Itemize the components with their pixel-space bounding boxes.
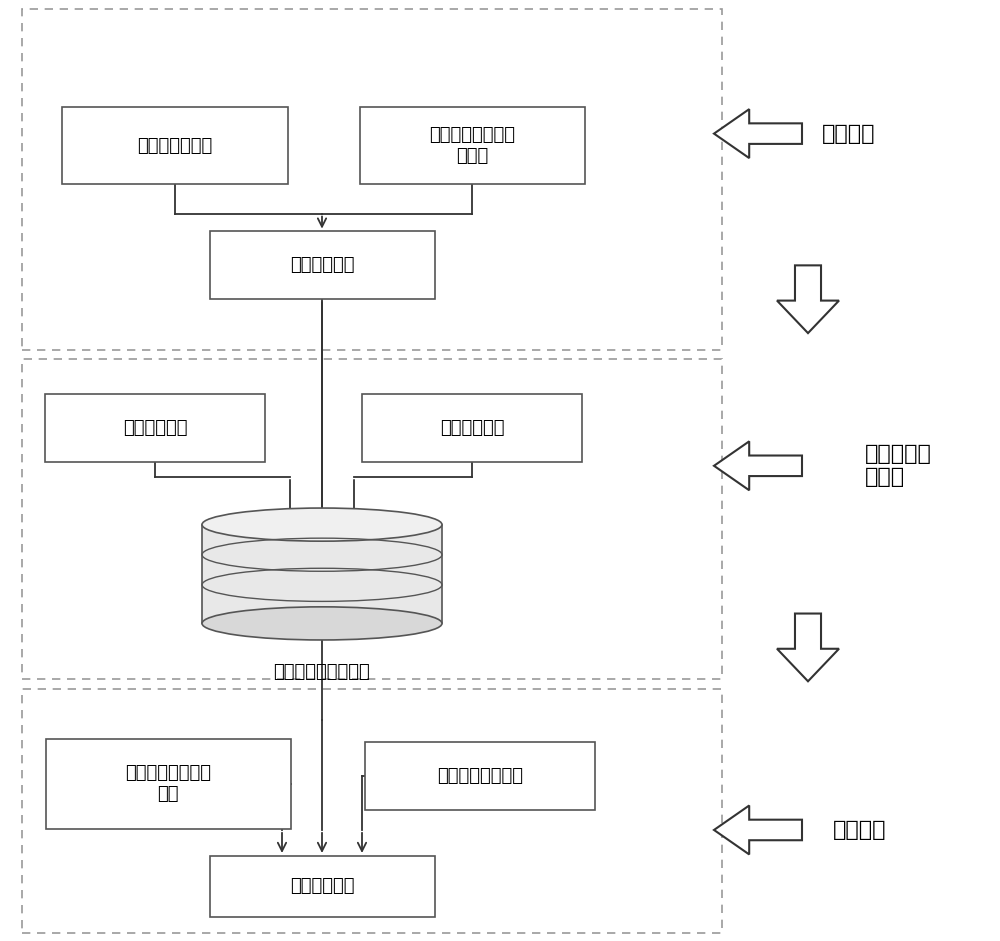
Text: 历史行程数据: 历史行程数据 <box>440 419 504 438</box>
FancyBboxPatch shape <box>210 856 434 917</box>
Text: 诱导路径生成: 诱导路径生成 <box>290 877 354 896</box>
Text: 路网抽象优化: 路网抽象优化 <box>290 256 354 275</box>
FancyBboxPatch shape <box>46 740 290 828</box>
Polygon shape <box>714 805 802 854</box>
Text: 动态行程时间预测表: 动态行程时间预测表 <box>274 662 370 681</box>
Polygon shape <box>714 441 802 490</box>
Ellipse shape <box>202 607 442 640</box>
FancyBboxPatch shape <box>202 525 442 623</box>
Text: 动态行程时
间预测: 动态行程时 间预测 <box>865 444 932 487</box>
Text: 最短路径搜索算法: 最短路径搜索算法 <box>437 767 523 786</box>
FancyBboxPatch shape <box>362 394 582 462</box>
FancyBboxPatch shape <box>365 742 595 810</box>
Ellipse shape <box>202 508 442 541</box>
Text: 交通诱导: 交通诱导 <box>833 820 887 840</box>
FancyBboxPatch shape <box>210 231 434 299</box>
Polygon shape <box>777 614 839 681</box>
FancyBboxPatch shape <box>62 107 288 184</box>
Text: 交叉口转向限制: 交叉口转向限制 <box>137 136 213 155</box>
Polygon shape <box>777 265 839 333</box>
FancyBboxPatch shape <box>360 107 584 184</box>
Text: 路网抄象: 路网抄象 <box>822 123 876 144</box>
FancyBboxPatch shape <box>45 394 265 462</box>
Polygon shape <box>714 109 802 158</box>
Text: 路段流量方向分布
不均性: 路段流量方向分布 不均性 <box>429 126 515 166</box>
Text: 路段交通阻抗计算
模型: 路段交通阻抗计算 模型 <box>125 764 211 804</box>
Text: 实时交通信息: 实时交通信息 <box>123 419 187 438</box>
